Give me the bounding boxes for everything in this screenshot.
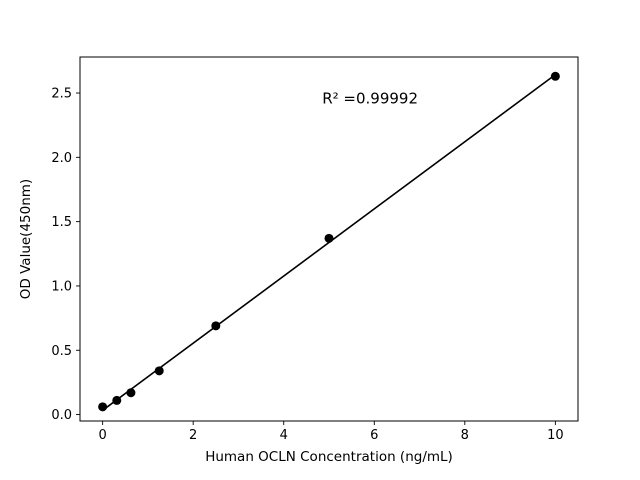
x-tick-label: 0 <box>98 428 106 443</box>
axes-box <box>79 56 579 422</box>
x-tick-label: 6 <box>370 428 378 443</box>
y-tick-label: 0.5 <box>51 344 72 359</box>
x-tick-label: 4 <box>280 428 288 443</box>
data-point <box>550 71 560 81</box>
y-tick-label: 1.0 <box>51 279 72 294</box>
y-tick-label: 0.0 <box>51 408 72 423</box>
data-point <box>98 402 108 412</box>
y-axis-label: OD Value(450nm) <box>18 179 34 299</box>
r-squared-annotation: R² =0.99992 <box>322 89 418 107</box>
data-point <box>154 366 164 376</box>
y-tick-label: 1.5 <box>51 215 72 230</box>
y-tick-label: 2.5 <box>51 87 72 102</box>
data-point <box>112 395 122 405</box>
data-point <box>126 388 136 398</box>
x-tick-label: 8 <box>461 428 469 443</box>
x-tick-label: 2 <box>189 428 197 443</box>
data-point <box>324 233 334 243</box>
data-point <box>211 321 221 331</box>
x-axis-label: Human OCLN Concentration (ng/mL) <box>205 449 453 465</box>
y-tick-label: 2.0 <box>51 151 72 166</box>
x-tick-label: 10 <box>547 428 564 443</box>
